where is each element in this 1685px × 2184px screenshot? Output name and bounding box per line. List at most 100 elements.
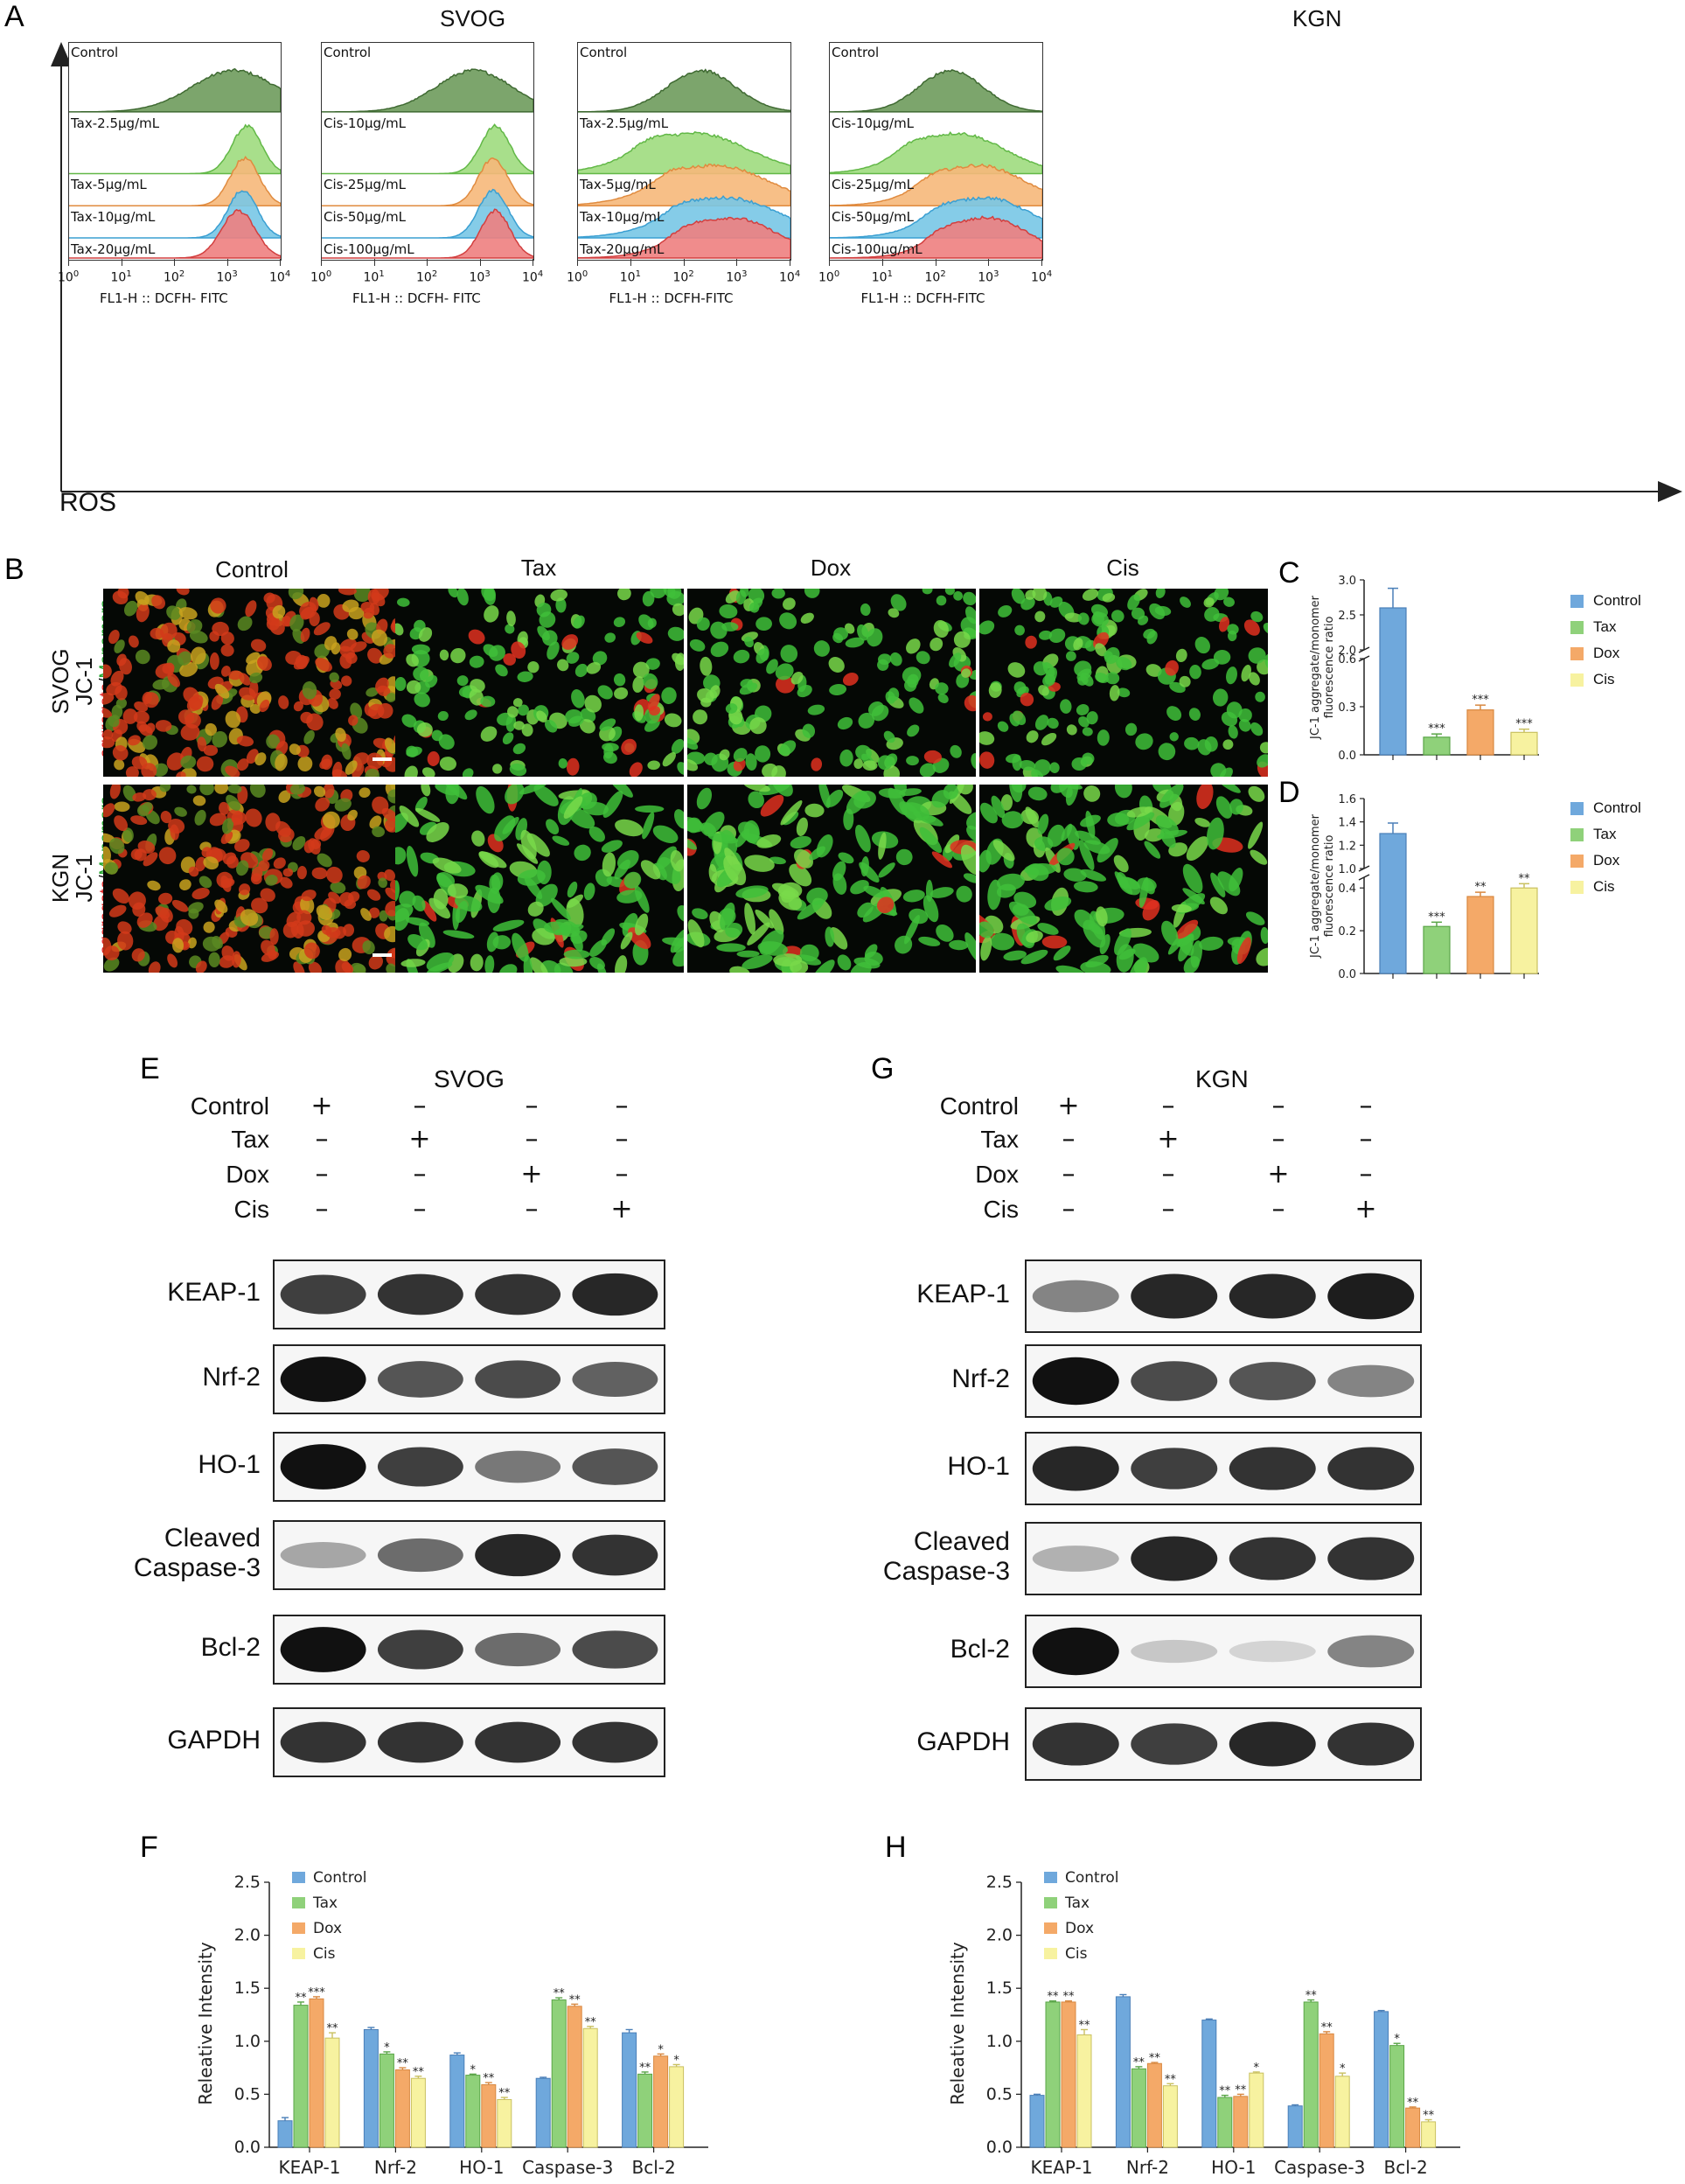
bar bbox=[1379, 607, 1407, 756]
blot-bands bbox=[280, 1357, 658, 1402]
bar bbox=[293, 2005, 309, 2148]
significance-label: *** bbox=[1428, 722, 1445, 736]
protein-band bbox=[1131, 1273, 1218, 1319]
legend-label: Dox bbox=[1593, 645, 1620, 661]
protein-band bbox=[377, 1273, 463, 1315]
tick-base: 10 bbox=[416, 270, 432, 285]
blot-bands bbox=[1032, 1273, 1415, 1320]
histogram-label: Tax-5μg/mL bbox=[71, 177, 147, 193]
histogram-trace bbox=[578, 131, 790, 175]
legend-swatch bbox=[1570, 881, 1584, 894]
blot-bands bbox=[280, 1721, 658, 1763]
legend-swatch bbox=[292, 1922, 305, 1934]
tick-base: 10 bbox=[818, 270, 834, 285]
row-label-line2: JC-1 bbox=[71, 854, 97, 903]
histogram-trace bbox=[69, 123, 281, 175]
protein-band bbox=[377, 1721, 463, 1763]
significance-label: ** bbox=[1133, 2056, 1145, 2069]
blot-strip bbox=[1025, 1707, 1422, 1781]
blot-strip bbox=[1025, 1522, 1422, 1595]
bar bbox=[1029, 2095, 1045, 2148]
histogram-label: Cis-25μg/mL bbox=[832, 177, 915, 193]
protein-label-line: Bcl-2 bbox=[950, 1635, 1010, 1664]
condition-sign: – bbox=[1161, 1091, 1175, 1121]
axis-tick-label: 101 bbox=[872, 269, 893, 285]
bar bbox=[1076, 2034, 1092, 2148]
protein-band bbox=[1131, 1361, 1218, 1401]
histogram-label: Cis-100μg/mL bbox=[324, 241, 414, 257]
row-label-line2: JC-1 bbox=[71, 657, 97, 706]
significance-label: ** bbox=[1165, 2073, 1177, 2086]
blot-strip bbox=[1025, 1259, 1422, 1333]
histogram-label: Tax-2.5μg/mL bbox=[71, 115, 160, 131]
y-tick-label: 0.2 bbox=[1338, 925, 1356, 938]
legend-label: Dox bbox=[313, 1920, 342, 1937]
protein-label-line: Bcl-2 bbox=[200, 1633, 261, 1662]
bar bbox=[379, 2053, 394, 2148]
legend-swatch bbox=[1570, 673, 1584, 687]
condition-sign: – bbox=[1161, 1194, 1175, 1225]
y-tick-label: 0.4 bbox=[1338, 883, 1356, 896]
bar bbox=[653, 2055, 669, 2148]
histogram-trace bbox=[69, 156, 281, 206]
histogram-trace bbox=[322, 208, 533, 259]
bar bbox=[1146, 2062, 1162, 2148]
legend-label: Dox bbox=[1593, 852, 1620, 869]
protein-band bbox=[1032, 1546, 1119, 1572]
blot-title-svog: SVOG bbox=[434, 1065, 505, 1092]
y-tick-label: 1.5 bbox=[234, 1978, 261, 1998]
significance-label: ** bbox=[1475, 881, 1487, 894]
legend-swatch bbox=[1570, 621, 1584, 634]
histogram-label: Tax-20μg/mL bbox=[580, 241, 665, 257]
histogram-trace bbox=[578, 216, 790, 259]
y-tick-label: 1.4 bbox=[1338, 817, 1356, 830]
significance-label: ** bbox=[1048, 1991, 1060, 2004]
significance-label: * bbox=[1254, 2062, 1260, 2075]
legend-label: Control bbox=[1593, 799, 1641, 816]
axis-tick-label: 104 bbox=[779, 269, 800, 285]
micrograph-cells bbox=[395, 589, 684, 777]
bar bbox=[1379, 833, 1407, 974]
tick-base: 10 bbox=[619, 270, 636, 285]
legend-swatch bbox=[1570, 595, 1584, 608]
condition-label: Dox bbox=[226, 1161, 269, 1188]
bar bbox=[1233, 2096, 1249, 2148]
protein-band bbox=[1327, 1722, 1415, 1766]
significance-label: *** bbox=[308, 1986, 325, 1999]
histogram-label: Cis-50μg/mL bbox=[324, 209, 407, 226]
tick-exponent: 0 bbox=[833, 269, 840, 279]
histogram-traces bbox=[830, 69, 1042, 259]
tick-mark bbox=[988, 259, 990, 266]
panel-a-axes bbox=[51, 42, 1682, 502]
bar bbox=[481, 2083, 497, 2148]
legend-label: Cis bbox=[313, 1945, 336, 1963]
histogram-label: Tax-20μg/mL bbox=[71, 241, 156, 257]
y-tick-label: 0.6 bbox=[1338, 653, 1356, 666]
protein-label-line: Nrf-2 bbox=[951, 1364, 1010, 1393]
protein-label-line: KEAP-1 bbox=[916, 1280, 1010, 1308]
y-tick-label: 0.0 bbox=[1338, 968, 1356, 981]
protein-band bbox=[1131, 1536, 1218, 1581]
blot-strip bbox=[273, 1344, 665, 1414]
protein-band bbox=[572, 1721, 658, 1763]
bar bbox=[1466, 709, 1494, 756]
axis-tick-label: 104 bbox=[269, 269, 290, 285]
micrograph-cells bbox=[395, 785, 684, 973]
tick-mark bbox=[881, 259, 883, 266]
condition-sign: – bbox=[615, 1091, 629, 1121]
legend-label: Control bbox=[1593, 592, 1641, 609]
bar bbox=[497, 2098, 512, 2148]
bar bbox=[1319, 2033, 1334, 2148]
condition-sign: – bbox=[315, 1194, 329, 1225]
legend-swatch bbox=[1044, 1948, 1057, 1959]
axis-tick-label: 103 bbox=[978, 269, 999, 285]
x-tick-label: Caspase-3 bbox=[1274, 2157, 1365, 2178]
protein-band bbox=[1032, 1357, 1119, 1406]
condition-sign: + bbox=[1157, 1124, 1180, 1155]
bar bbox=[1287, 2105, 1303, 2148]
bar bbox=[449, 2055, 465, 2148]
micrograph bbox=[687, 589, 976, 777]
micrograph-cells bbox=[103, 589, 399, 777]
protein-band bbox=[475, 1273, 561, 1315]
